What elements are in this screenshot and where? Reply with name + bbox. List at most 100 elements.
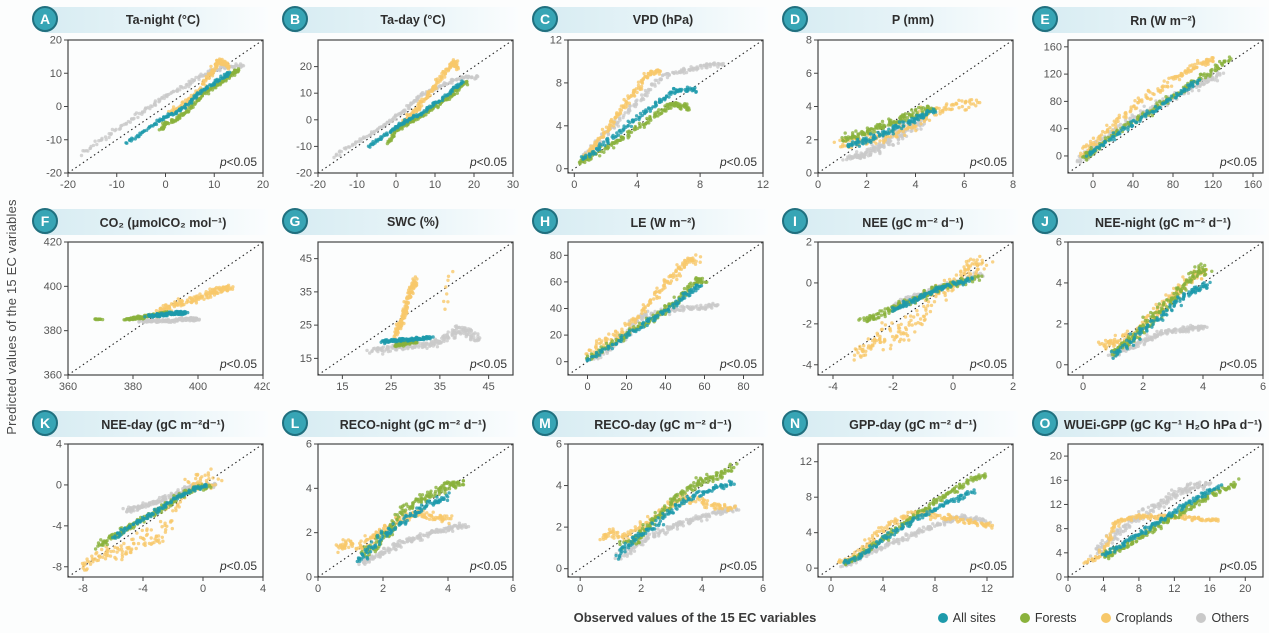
y-tick-label: 0 [306,572,312,584]
y-tick-label: 80 [1050,96,1062,108]
p-value-annotation: p<0.05 [969,357,1007,371]
panels-grid: Ta-night (°C) A -20 -10 0 10 20 -20 -10 0 10 20 p<0.… [32,6,1268,606]
panel-letter-badge: M [532,410,558,436]
series-forests [93,483,213,551]
panel-letter-badge: D [782,6,808,32]
panel-title: Ta-night (°C) [125,13,201,27]
y-tick-label: 2 [806,237,812,249]
y-tick-label: 45 [300,253,312,265]
plot-f: 360 380 400 420 360 380 400 420 p<0.05 [44,237,273,394]
panel-title-strip: NEE-night (gC m⁻² d⁻¹) [1044,209,1268,235]
x-tick-label: 40 [1127,179,1139,191]
y-tick-label: 6 [306,439,312,451]
x-tick-label: 12 [981,583,993,595]
x-tick-label: 16 [1204,583,1216,595]
panel-title: RECO-night (gC m⁻² d⁻¹) [339,417,487,432]
x-tick-label: 6 [1260,381,1266,393]
y-tick-label: 6 [1056,237,1062,249]
y-tick-label: 20 [1050,451,1062,463]
series-all_sites [124,70,232,145]
panel-o: WUEi-GPP (gC Kg⁻¹ H₂O hPa d⁻¹) O 0 4 8 12 16 20… [1032,410,1269,606]
x-tick-label: 0 [577,583,583,595]
y-tick-label: -10 [46,134,62,146]
series-all_sites [579,85,698,161]
series-forests [1110,262,1214,358]
legend-item-others: Others [1196,611,1249,625]
panel-title: WUEi-GPP (gC Kg⁻¹ H₂O hPa d⁻¹) [1063,417,1263,432]
series-others [137,315,201,325]
panel-h: LE (W m⁻²) H 0 20 40 60 80 0 20 40 60 80 p<0.05 [532,208,770,404]
legend-label: Others [1211,611,1249,625]
series-all_sites [890,276,974,313]
panel-letter-badge: H [532,208,558,234]
series-all_sites [842,488,977,565]
x-tick-label: 8 [932,583,938,595]
y-tick-label: 360 [44,370,62,382]
series-all_sites [355,491,451,564]
panel-title: Ta-day (°C) [380,13,446,27]
p-value-annotation: p<0.05 [969,559,1007,573]
plot-g: 15 25 35 45 15 25 35 45 p<0.05 [300,241,514,393]
y-tick-label: 0 [306,114,312,126]
panel-title: Rn (W m⁻²) [1130,13,1196,28]
plot-e: 0 40 80 120 160 0 40 80 120 160 p<0.05 [1044,39,1264,191]
panel-c: VPD (hPa) C 0 4 8 12 0 4 8 12 p<0.05 [532,6,770,202]
p-value-annotation: p<0.05 [719,357,757,371]
y-tick-label: 10 [50,68,62,80]
x-tick-label: 420 [254,381,270,393]
p-value-annotation: p<0.05 [469,559,507,573]
y-tick-label: 0 [1056,359,1062,371]
plot-border [567,443,764,578]
panel-b: Ta-day (°C) B -20 -10 0 10 20 30 -20 -10 0 10 20 p<0.… [282,6,520,202]
x-tick-label: 0 [1090,179,1096,191]
panel-title-strip: Rn (W m⁻²) [1044,7,1268,33]
panel-title-strip: NEE-day (gC m⁻²d⁻¹) [44,411,268,437]
series-all_sites [366,79,465,149]
legend-item-forests: Forests [1019,611,1077,625]
panel-letter-badge: L [282,410,308,436]
panel-letter-badge: K [32,410,58,436]
legend: All sites Forests Croplands Others [937,611,1249,625]
identity-line [817,39,1014,174]
y-tick-label: 4 [1056,277,1062,289]
y-tick-label: 12 [1050,499,1062,511]
p-value-annotation: p<0.05 [1219,357,1257,371]
x-tick-label: 10 [429,179,441,191]
y-tick-label: 4 [556,480,562,492]
y-tick-label: -2 [802,318,812,330]
panel-title-strip: SWC (%) [294,209,518,235]
legend-item-croplands: Croplands [1100,611,1172,625]
x-tick-label: -2 [888,381,898,393]
series-croplands [584,253,703,356]
series-croplands [1082,512,1220,565]
y-tick-label: 380 [44,325,62,337]
x-tick-label: 6 [510,583,516,595]
x-tick-label: 160 [1244,179,1262,191]
panel-header: NEE (gC m⁻² d⁻¹) I [782,208,1020,236]
x-tick-label: 15 [336,381,348,393]
plot-border [1067,241,1264,376]
x-tick-label: 6 [760,583,766,595]
panel-title: RECO-day (gC m⁻² d⁻¹) [594,417,732,432]
y-tick-label: 2 [1056,318,1062,330]
panel-e: Rn (W m⁻²) E 0 40 80 120 160 0 40 80 120 160 p<0.05 [1032,6,1269,202]
croplands-dot-icon [1100,613,1111,623]
x-tick-label: 20 [620,381,632,393]
panel-title-strip: Ta-night (°C) [44,7,268,33]
x-tick-label: 0 [315,583,321,595]
plot-border [317,241,514,376]
panel-m: RECO-day (gC m⁻² d⁻¹) M 0 2 4 6 0 2 4 6 p<0.05 [532,410,770,606]
y-tick-label: 12 [550,35,562,47]
x-tick-label: 10 [208,179,220,191]
panel-title-strip: LE (W m⁻²) [544,209,768,235]
y-tick-label: 6 [556,439,562,451]
panel-letter-badge: N [782,410,808,436]
x-tick-label: 0 [1080,381,1086,393]
series-croplands [154,283,235,314]
p-value-annotation: p<0.05 [719,155,757,169]
